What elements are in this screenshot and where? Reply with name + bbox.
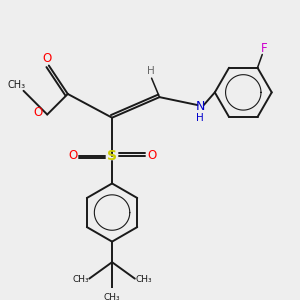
Text: CH₃: CH₃ (104, 293, 120, 300)
Text: CH₃: CH₃ (72, 275, 89, 284)
Text: H: H (147, 66, 154, 76)
Text: O: O (43, 52, 52, 65)
Text: O: O (147, 149, 156, 162)
Text: S: S (107, 148, 117, 163)
Text: F: F (260, 42, 267, 55)
Text: CH₃: CH₃ (8, 80, 26, 90)
Text: O: O (68, 149, 77, 162)
Text: N: N (195, 100, 205, 113)
Text: H: H (196, 113, 204, 123)
Text: CH₃: CH₃ (135, 275, 152, 284)
Text: O: O (33, 106, 42, 119)
